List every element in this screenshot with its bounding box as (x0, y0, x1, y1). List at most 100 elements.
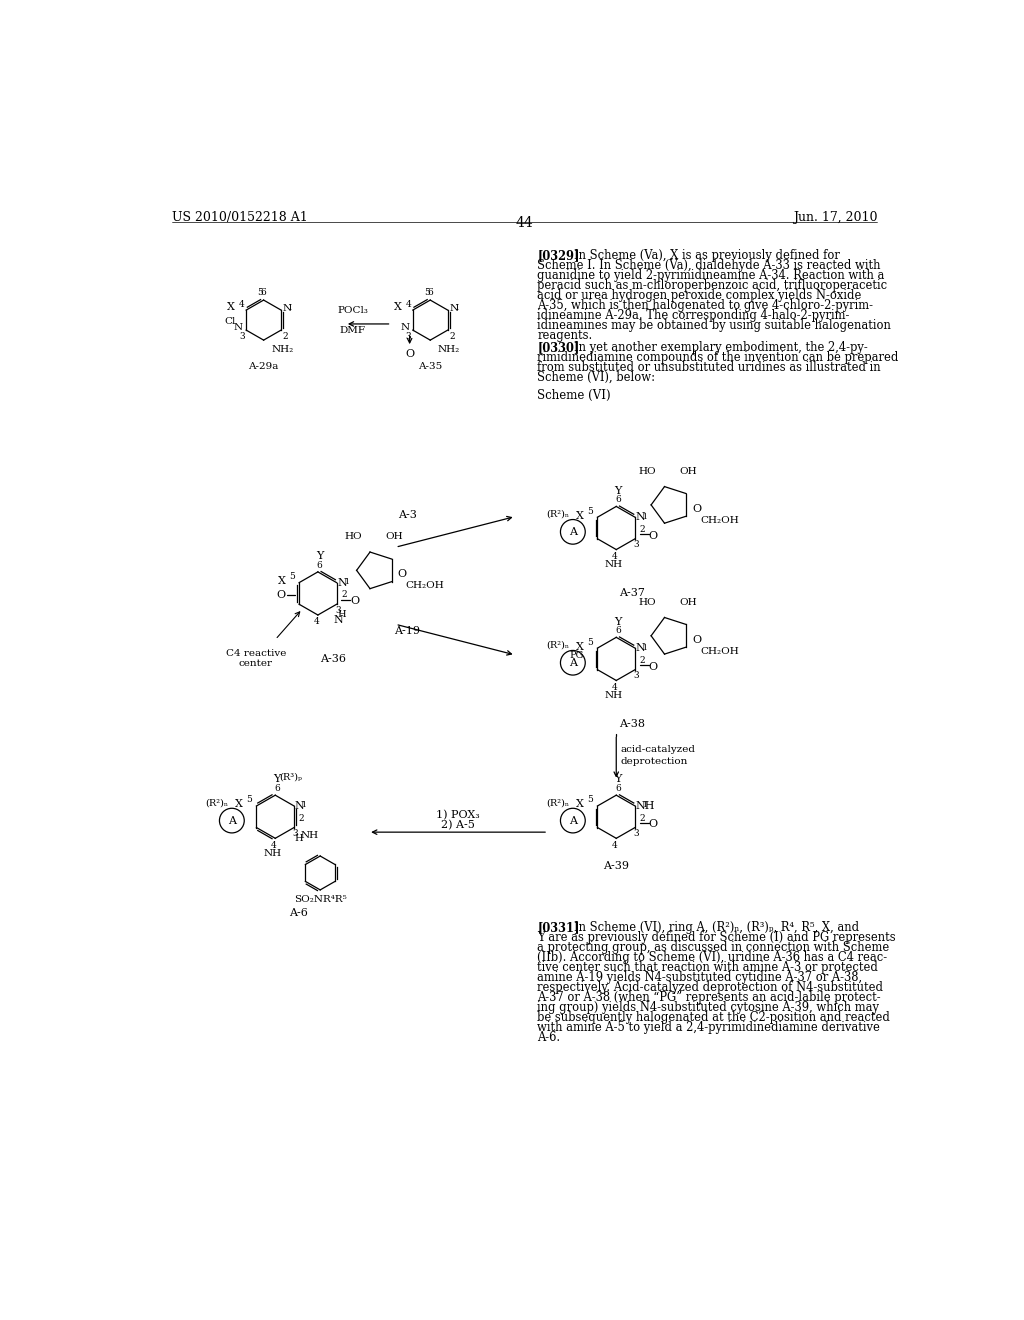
Text: A-19: A-19 (394, 626, 420, 636)
Text: X: X (575, 511, 584, 520)
Text: 5: 5 (587, 638, 593, 647)
Text: OH: OH (680, 598, 697, 607)
Text: 2: 2 (640, 525, 645, 535)
Text: Y: Y (614, 775, 622, 784)
Text: 6: 6 (261, 288, 266, 297)
Text: In yet another exemplary embodiment, the 2,4-py-: In yet another exemplary embodiment, the… (574, 341, 868, 354)
Text: X: X (394, 302, 401, 312)
Text: O: O (350, 597, 359, 606)
Text: O: O (649, 531, 658, 541)
Text: (R²)ₙ: (R²)ₙ (546, 799, 569, 808)
Text: 3: 3 (634, 540, 639, 549)
Text: A: A (228, 816, 236, 825)
Text: 1: 1 (642, 512, 647, 520)
Text: [0331]: [0331] (538, 921, 580, 933)
Text: 2: 2 (640, 656, 645, 665)
Text: A-35: A-35 (418, 362, 442, 371)
Text: Scheme (VI): Scheme (VI) (538, 388, 611, 401)
Text: 3: 3 (406, 331, 412, 341)
Text: OH: OH (385, 532, 402, 541)
Text: 5: 5 (424, 288, 430, 297)
Text: tive center such that reaction with amine A-3 or protected: tive center such that reaction with amin… (538, 961, 878, 974)
Text: In Scheme (VI), ring A, (R²)ₙ, (R³)ₚ, R⁴, R⁵, X, and: In Scheme (VI), ring A, (R²)ₙ, (R³)ₚ, R⁴… (574, 921, 859, 933)
Text: OH: OH (680, 467, 697, 475)
Text: NH₂: NH₂ (438, 345, 460, 354)
Text: A-39: A-39 (603, 862, 630, 871)
Text: 4: 4 (406, 300, 412, 309)
Text: N: N (450, 304, 459, 313)
Text: 4: 4 (313, 618, 319, 626)
Text: from substituted or unsubstituted uridines as illustrated in: from substituted or unsubstituted uridin… (538, 360, 881, 374)
Text: O: O (692, 504, 701, 513)
Text: 5: 5 (289, 572, 295, 581)
Text: Jun. 17, 2010: Jun. 17, 2010 (793, 211, 878, 224)
Text: (R²)ₙ: (R²)ₙ (546, 640, 569, 649)
Text: 3: 3 (239, 331, 245, 341)
Text: (IIb). According to Scheme (VI), uridine A-36 has a C4 reac-: (IIb). According to Scheme (VI), uridine… (538, 950, 888, 964)
Text: US 2010/0152218 A1: US 2010/0152218 A1 (172, 211, 308, 224)
Text: 2: 2 (341, 590, 347, 599)
Text: idineamine A-29a. The corresponding 4-halo-2-pyrim-: idineamine A-29a. The corresponding 4-ha… (538, 309, 850, 322)
Text: A-29a: A-29a (249, 362, 279, 371)
Text: 1: 1 (344, 578, 348, 586)
Text: 5: 5 (246, 796, 252, 804)
Text: 1: 1 (288, 304, 292, 312)
Text: N: N (400, 322, 410, 331)
Text: 6: 6 (615, 626, 621, 635)
Text: N: N (283, 304, 292, 313)
Text: A-6.: A-6. (538, 1031, 560, 1044)
Text: be subsequently halogenated at the C2-position and reacted: be subsequently halogenated at the C2-po… (538, 1011, 890, 1024)
Text: (R³)ₚ: (R³)ₚ (280, 772, 302, 781)
Text: POCl₃: POCl₃ (337, 306, 369, 314)
Text: 6: 6 (274, 784, 280, 793)
Text: CH₂OH: CH₂OH (700, 647, 738, 656)
Text: H: H (295, 834, 303, 842)
Text: (R²)ₙ: (R²)ₙ (546, 510, 569, 519)
Text: N: N (338, 578, 347, 587)
Text: NH: NH (604, 692, 623, 700)
Text: Y: Y (273, 775, 281, 784)
Text: Y: Y (614, 616, 622, 627)
Text: 3: 3 (293, 829, 298, 838)
Text: 4: 4 (611, 682, 617, 692)
Text: 2: 2 (640, 814, 645, 822)
Text: H: H (338, 610, 346, 619)
Text: N: N (295, 801, 305, 810)
Text: [0329]: [0329] (538, 249, 580, 263)
Text: A: A (569, 657, 577, 668)
Text: A-35, which is then halogenated to give 4-chloro-2-pyrim-: A-35, which is then halogenated to give … (538, 300, 873, 313)
Text: DMF: DMF (340, 326, 366, 335)
Text: 3: 3 (634, 829, 639, 838)
Text: NH: NH (604, 560, 623, 569)
Text: N: N (636, 643, 646, 653)
Text: X: X (227, 302, 236, 312)
Text: 3: 3 (335, 606, 341, 615)
Text: 6: 6 (615, 495, 621, 504)
Text: Cl: Cl (224, 317, 236, 326)
Text: 5: 5 (258, 288, 263, 297)
Text: idineamines may be obtained by using suitable halogenation: idineamines may be obtained by using sui… (538, 319, 891, 333)
Text: CH₂OH: CH₂OH (700, 516, 738, 525)
Text: center: center (239, 659, 272, 668)
Text: A-37: A-37 (618, 589, 645, 598)
Text: amine A-19 yields N4-substituted cytidine A-37 or A-38,: amine A-19 yields N4-substituted cytidin… (538, 970, 862, 983)
Text: 5: 5 (587, 507, 593, 516)
Text: O: O (276, 590, 286, 601)
Text: Y: Y (614, 486, 622, 496)
Text: NH: NH (636, 801, 655, 810)
Text: 6: 6 (427, 288, 433, 297)
Text: acid or urea hydrogen peroxide complex yields N-oxide: acid or urea hydrogen peroxide complex y… (538, 289, 861, 302)
Text: O: O (397, 569, 407, 579)
Text: N: N (636, 512, 646, 523)
Text: X: X (575, 800, 584, 809)
Text: NH: NH (263, 849, 282, 858)
Text: 2) A-5: 2) A-5 (441, 820, 475, 830)
Text: X: X (234, 800, 243, 809)
Text: 1: 1 (642, 644, 647, 652)
Text: 4: 4 (611, 841, 617, 850)
Text: In Scheme (Va), X is as previously defined for: In Scheme (Va), X is as previously defin… (574, 249, 841, 263)
Text: NH₂: NH₂ (271, 345, 294, 354)
Text: 6: 6 (615, 784, 621, 793)
Text: O: O (406, 348, 414, 359)
Text: A-38: A-38 (618, 719, 645, 729)
